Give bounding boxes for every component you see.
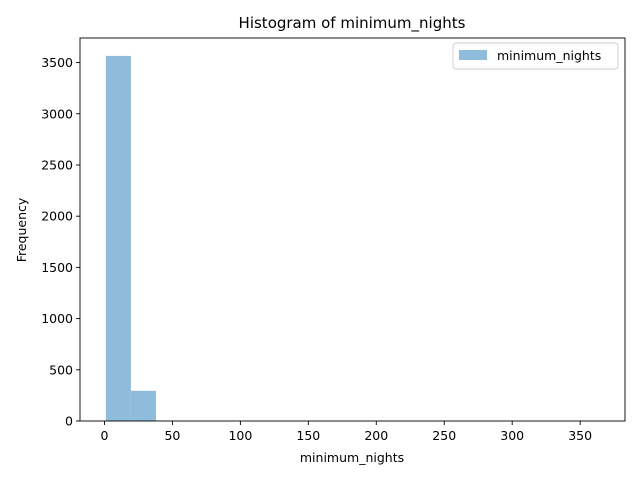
legend-box xyxy=(452,42,619,70)
x-tick-label: 50 xyxy=(164,428,180,443)
histogram-bar xyxy=(105,55,131,422)
x-tick-label: 250 xyxy=(432,428,456,443)
y-tick-label: 3000 xyxy=(41,106,73,121)
plot-frame xyxy=(79,37,626,422)
x-tick-label: 350 xyxy=(568,428,592,443)
chart-title: Histogram of minimum_nights xyxy=(239,14,466,33)
bars-group xyxy=(105,55,608,422)
x-tick-label: 200 xyxy=(364,428,388,443)
x-axis: 0 50 100 150 200 250 300 350 xyxy=(100,421,592,443)
y-axis: 0 500 1000 1500 2000 2500 3000 3500 xyxy=(41,55,80,429)
y-tick-label: 1500 xyxy=(41,260,73,275)
y-tick-label: 3500 xyxy=(41,55,73,70)
histogram-bar xyxy=(130,390,156,421)
x-tick-label: 150 xyxy=(296,428,320,443)
x-axis-label: minimum_nights xyxy=(300,450,404,465)
x-tick-label: 300 xyxy=(500,428,524,443)
y-tick-label: 2500 xyxy=(41,157,73,172)
legend: minimum_nights xyxy=(452,42,619,70)
x-tick-label: 100 xyxy=(228,428,252,443)
y-tick-label: 0 xyxy=(65,414,73,429)
x-tick-label: 0 xyxy=(100,428,108,443)
legend-swatch xyxy=(459,50,487,60)
y-tick-label: 500 xyxy=(49,362,73,377)
y-tick-label: 2000 xyxy=(41,209,73,224)
legend-label: minimum_nights xyxy=(497,48,601,63)
y-axis-label: Frequency xyxy=(14,197,29,262)
y-tick-label: 1000 xyxy=(41,311,73,326)
